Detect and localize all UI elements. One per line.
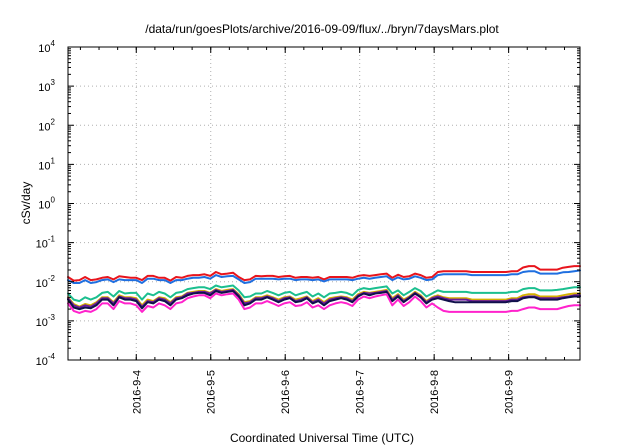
y-tick-exponent: 4 xyxy=(51,39,56,48)
y-tick-base: 10 xyxy=(38,82,50,94)
y-tick-exponent: -4 xyxy=(48,352,56,361)
y-axis-label: cSv/day xyxy=(19,182,33,225)
y-tick-exponent: 3 xyxy=(51,78,56,87)
x-tick-labels: 2016-9-4 2016-9-5 2016-9-6 2016-9-7 2016-9-8… xyxy=(131,370,515,414)
series-line xyxy=(67,269,581,284)
series-line xyxy=(67,290,581,311)
y-tick-base: 10 xyxy=(36,317,48,329)
y-tick-label: 10-1 xyxy=(36,235,56,251)
y-tick-exponent: 1 xyxy=(51,156,56,165)
y-tick-exponent: -2 xyxy=(48,274,56,283)
x-tick-label: 2016-9-8 xyxy=(429,370,441,414)
y-tick-label: 10-2 xyxy=(36,274,56,290)
y-tick-base: 10 xyxy=(36,239,48,251)
x-axis-label: Coordinated Universal Time (UTC) xyxy=(230,431,414,445)
y-tick-label: 103 xyxy=(38,78,55,94)
series-line xyxy=(67,292,581,314)
y-tick-label: 102 xyxy=(38,117,55,133)
y-tick-label: 10-4 xyxy=(36,352,56,368)
y-tick-base: 10 xyxy=(36,278,48,290)
y-tick-label: 104 xyxy=(38,39,55,55)
y-tick-exponent: -3 xyxy=(48,313,56,322)
y-tick-base: 10 xyxy=(36,356,48,368)
y-tick-base: 10 xyxy=(38,160,50,172)
x-tick-label: 2016-9-9 xyxy=(504,370,516,414)
y-tick-exponent: 2 xyxy=(51,117,56,126)
series-line xyxy=(67,265,581,282)
x-tick-label: 2016-9-7 xyxy=(355,370,367,414)
series-lines xyxy=(67,265,581,314)
x-tick-label: 2016-9-5 xyxy=(206,370,218,414)
y-tick-base: 10 xyxy=(38,121,50,133)
y-tick-label: 101 xyxy=(38,156,55,172)
x-tick-label: 2016-9-6 xyxy=(280,370,292,414)
y-tick-base: 10 xyxy=(38,43,50,55)
y-tick-label: 100 xyxy=(38,196,55,212)
series-line xyxy=(67,284,581,303)
y-tick-base: 10 xyxy=(38,200,50,212)
y-tick-label: 10-3 xyxy=(36,313,56,329)
y-tick-exponent: 0 xyxy=(51,196,56,205)
chart-title: /data/run/goesPlots/archive/2016-09-09/f… xyxy=(145,22,499,36)
y-tick-exponent: -1 xyxy=(48,235,56,244)
x-tick-label: 2016-9-4 xyxy=(131,370,143,414)
plot-frame xyxy=(67,46,581,361)
grid-lines xyxy=(68,47,580,360)
